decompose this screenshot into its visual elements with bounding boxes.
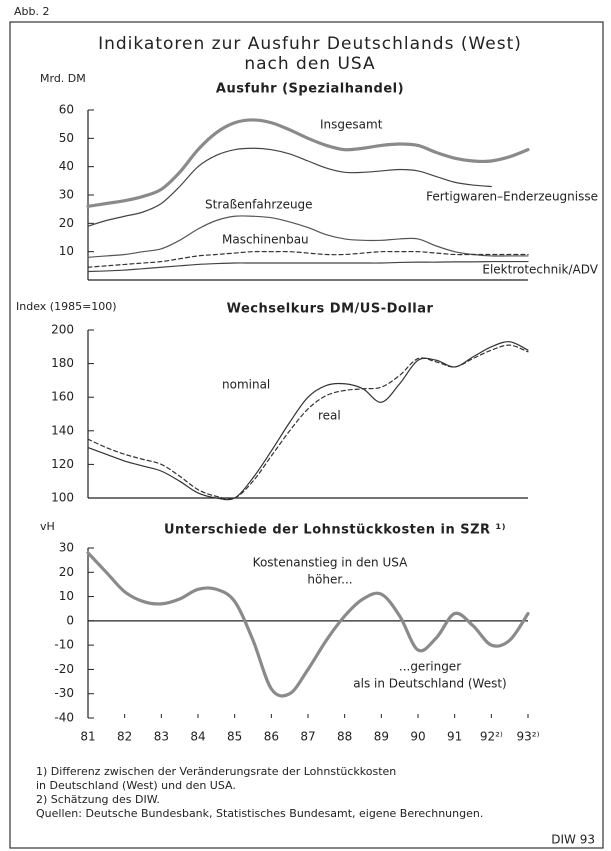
x-tick-label: 82 bbox=[117, 730, 132, 744]
y-tick-label: 20 bbox=[59, 565, 74, 579]
series-label: real bbox=[318, 409, 341, 423]
x-tick-label: 90 bbox=[410, 730, 425, 744]
series-line bbox=[87, 250, 529, 268]
series-line bbox=[87, 344, 529, 500]
y-tick-label: 30 bbox=[59, 541, 74, 555]
x-tick-label: 91 bbox=[447, 730, 462, 744]
panel-title: Ausfuhr (Spezialhandel) bbox=[216, 82, 404, 97]
title: Indikatoren zur Ausfuhr Deutschlands (We… bbox=[98, 34, 522, 54]
series-line bbox=[87, 341, 529, 501]
x-tick-label: 92²⁾ bbox=[480, 730, 503, 744]
y-tick-label: -30 bbox=[54, 686, 74, 700]
series-line bbox=[87, 147, 492, 227]
panel-title: Unterschiede der Lohnstückkosten in SZR … bbox=[164, 523, 506, 538]
y-tick-label: 120 bbox=[51, 457, 74, 471]
y-tick-label: 50 bbox=[59, 131, 74, 145]
y-axis-label: vH bbox=[40, 520, 55, 533]
x-tick-label: 88 bbox=[337, 730, 352, 744]
annotation: Kostenanstieg in den USA bbox=[253, 556, 408, 570]
y-tick-label: 200 bbox=[51, 323, 74, 337]
panel-title: Wechselkurs DM/US-Dollar bbox=[227, 302, 434, 317]
x-tick-label: 81 bbox=[80, 730, 95, 744]
y-tick-label: 100 bbox=[51, 491, 74, 505]
y-tick-label: -10 bbox=[54, 638, 74, 652]
y-axis-label: Index (1985=100) bbox=[16, 300, 117, 313]
footnote: in Deutschland (West) und den USA. bbox=[36, 779, 236, 792]
y-tick-label: 10 bbox=[59, 589, 74, 603]
y-tick-label: 160 bbox=[51, 390, 74, 404]
x-tick-label: 89 bbox=[374, 730, 389, 744]
series-line bbox=[86, 551, 530, 698]
y-tick-label: 180 bbox=[51, 356, 74, 370]
footnote: Quellen: Deutsche Bundesbank, Statistisc… bbox=[36, 807, 483, 820]
annotation: ...geringer bbox=[399, 660, 461, 674]
y-tick-label: 40 bbox=[59, 159, 74, 173]
y-tick-label: 20 bbox=[59, 216, 74, 230]
series-line bbox=[87, 260, 529, 273]
y-tick-label: 0 bbox=[66, 613, 74, 627]
x-tick-label: 86 bbox=[264, 730, 279, 744]
y-tick-label: 60 bbox=[59, 103, 74, 117]
annotation: als in Deutschland (West) bbox=[353, 677, 507, 691]
y-tick-label: -20 bbox=[54, 662, 74, 676]
figure-label: Abb. 2 bbox=[14, 5, 49, 18]
x-tick-label: 84 bbox=[190, 730, 205, 744]
y-tick-label: -40 bbox=[54, 711, 74, 725]
y-tick-label: 30 bbox=[59, 188, 74, 202]
source-tag: DIW 93 bbox=[551, 833, 595, 847]
x-tick-label: 93²⁾ bbox=[516, 730, 539, 744]
footnote: 2) Schätzung des DIW. bbox=[36, 793, 160, 806]
footnote: 1) Differenz zwischen der Veränderungsra… bbox=[36, 765, 396, 778]
series-line bbox=[86, 118, 530, 208]
series-line bbox=[87, 215, 529, 258]
frame bbox=[9, 21, 604, 849]
x-tick-label: 83 bbox=[154, 730, 169, 744]
y-tick-label: 140 bbox=[51, 423, 74, 437]
y-tick-label: 10 bbox=[59, 244, 74, 258]
series-label: Insgesamt bbox=[320, 118, 383, 132]
series-label: Maschinenbau bbox=[222, 233, 309, 247]
x-tick-label: 85 bbox=[227, 730, 242, 744]
title: nach den USA bbox=[244, 54, 375, 74]
y-axis-label: Mrd. DM bbox=[40, 72, 86, 85]
x-tick-label: 87 bbox=[300, 730, 315, 744]
annotation: höher... bbox=[307, 573, 352, 587]
series-label: nominal bbox=[222, 378, 270, 392]
series-label: Fertigwaren–Enderzeugnisse bbox=[426, 190, 598, 204]
series-label: Elektrotechnik/ADV bbox=[482, 263, 598, 277]
series-label: Straßenfahrzeuge bbox=[205, 198, 313, 212]
